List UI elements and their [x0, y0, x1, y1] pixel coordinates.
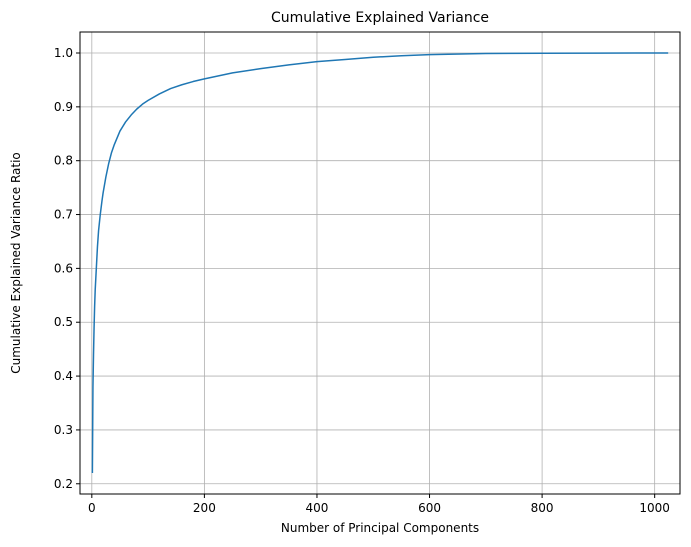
series-layer: [91, 52, 669, 474]
y-axis-label: Cumulative Explained Variance Ratio: [9, 152, 23, 374]
y-tick-label: 0.9: [54, 100, 73, 114]
x-axis-ticks: 0 200 400 600 800 1000: [88, 494, 670, 515]
x-tick-label: 1000: [639, 501, 670, 515]
y-tick-label: 0.3: [54, 423, 73, 437]
x-axis-label: Number of Principal Components: [281, 521, 479, 535]
grid-lines: [80, 32, 680, 494]
chart-title: Cumulative Explained Variance: [271, 10, 489, 26]
y-tick-label: 0.7: [54, 208, 73, 222]
x-tick-label: 400: [306, 501, 329, 515]
x-tick-label: 0: [88, 501, 96, 515]
y-tick-label: 1.0: [54, 46, 73, 60]
y-tick-label: 0.6: [54, 261, 73, 275]
plot-frame: [79, 31, 681, 495]
y-tick-label: 0.8: [54, 154, 73, 168]
y-axis-ticks: 0.2 0.3 0.4 0.5 0.6 0.7 0.8 0.9 1.0: [54, 46, 80, 491]
y-tick-label: 0.5: [54, 315, 73, 329]
x-tick-label: 200: [193, 501, 216, 515]
y-tick-label: 0.2: [54, 477, 73, 491]
y-tick-label: 0.4: [54, 369, 73, 383]
x-tick-label: 800: [531, 501, 554, 515]
x-tick-label: 600: [418, 501, 441, 515]
series-line: [91, 52, 669, 474]
